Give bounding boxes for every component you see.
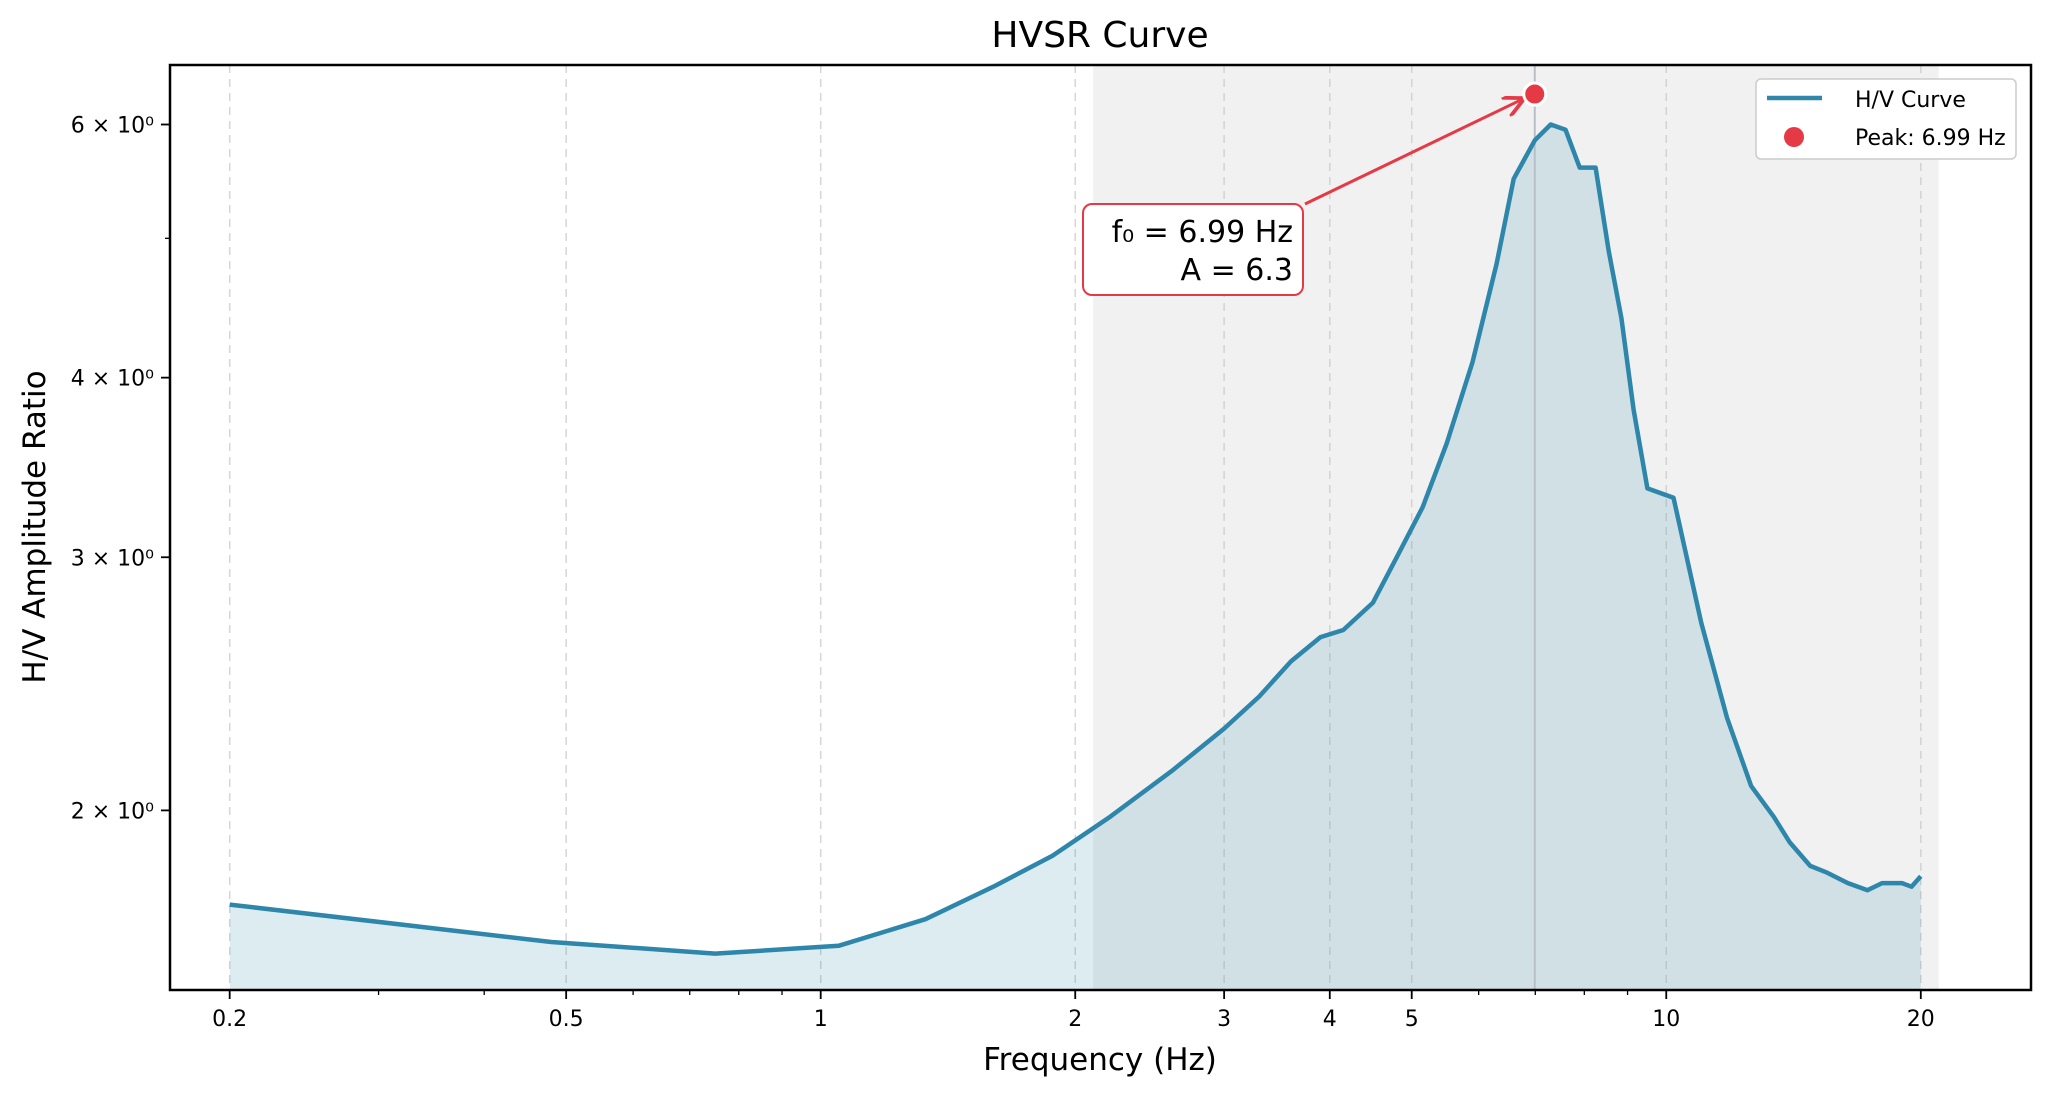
legend-label-hv-curve: H/V Curve (1855, 88, 1966, 113)
x-axis-ticks: 0.2 0.5 1 2 3 4 5 10 20 (212, 990, 1935, 1032)
x-tick-label: 3 (1217, 1007, 1231, 1032)
grid-layer (228, 65, 1922, 990)
annotation-frequency: f₀ = 6.99 Hz (1112, 215, 1293, 250)
x-tick-label: 0.5 (549, 1007, 584, 1032)
legend-dot-swatch (1784, 127, 1804, 147)
x-axis-label: Frequency (Hz) (983, 1042, 1217, 1078)
legend-label-peak: Peak: 6.99 Hz (1855, 126, 2006, 151)
annotation-arrow (1304, 99, 1523, 206)
x-tick-label: 2 (1068, 1007, 1082, 1032)
annotation-box (1082, 203, 1304, 296)
x-tick-label: 10 (1652, 1007, 1680, 1032)
chart-title: HVSR Curve (991, 15, 1208, 56)
y-axis-ticks: 2 × 10⁰ 3 × 10⁰ 4 × 10⁰ 6 × 10⁰ (71, 114, 170, 824)
x-tick-label: 5 (1405, 1007, 1419, 1032)
x-tick-label: 20 (1907, 1007, 1935, 1032)
y-tick-label: 6 × 10⁰ (71, 114, 154, 139)
hv-curve-line (229, 122, 1923, 956)
y-tick-label: 2 × 10⁰ (71, 799, 154, 824)
peak-annotation: f₀ = 6.99 Hz A = 6.3 (1082, 99, 1523, 296)
y-tick-label: 4 × 10⁰ (71, 367, 154, 392)
plot-frame (168, 63, 2033, 992)
x-tick-label: 0.2 (212, 1007, 247, 1032)
peak-marker (1522, 81, 1548, 107)
annotation-amplitude: A = 6.3 (1181, 253, 1293, 288)
y-tick-label: 3 × 10⁰ (71, 546, 154, 571)
x-tick-label: 1 (814, 1007, 828, 1032)
y-axis-label: H/V Amplitude Ratio (17, 370, 53, 683)
legend: H/V Curve Peak: 6.99 Hz (1755, 78, 2017, 160)
hv-curve-fill (229, 124, 1921, 990)
x-tick-label: 4 (1323, 1007, 1337, 1032)
